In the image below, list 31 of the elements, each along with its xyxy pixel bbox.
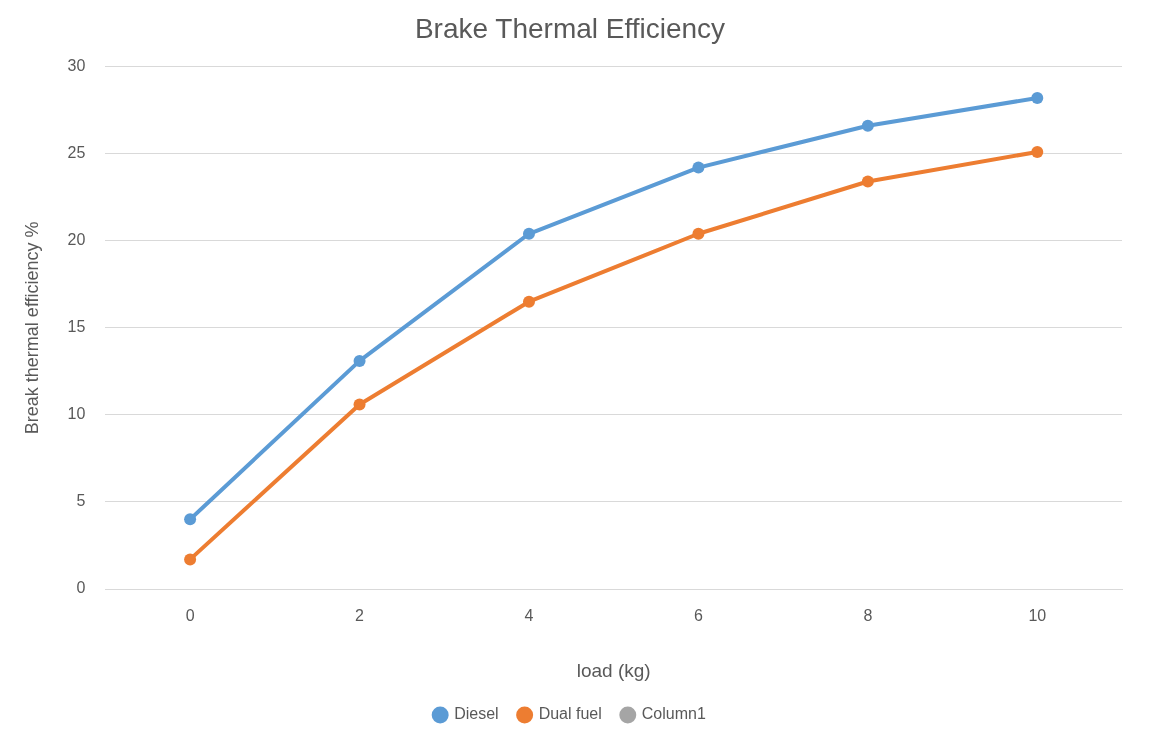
point: [1031, 91, 1044, 104]
point: [184, 513, 197, 526]
legend-label: Diesel: [454, 705, 499, 723]
point: [184, 553, 197, 566]
legend-label: Column1: [641, 705, 706, 723]
point: [861, 175, 874, 188]
y-tick-label: 30: [67, 57, 86, 75]
legend-label: Dual fuel: [538, 705, 602, 723]
point: [353, 398, 366, 411]
x-tick-label: 8: [863, 607, 873, 625]
y-tick-label: 20: [67, 231, 86, 249]
point: [353, 354, 366, 367]
y-tick-label: 25: [67, 144, 86, 162]
x-tick-label: 6: [693, 607, 703, 625]
x-tick-label: 2: [355, 607, 365, 625]
point: [1031, 145, 1044, 158]
y-tick-label: 5: [76, 492, 86, 510]
point: [522, 295, 535, 308]
y-tick-label: 15: [67, 318, 86, 336]
y-tick-label: 10: [67, 405, 86, 423]
point: [692, 227, 705, 240]
point: [861, 119, 874, 132]
point: [522, 227, 535, 240]
x-tick-label: 4: [524, 607, 534, 625]
x-axis-title: load (kg): [576, 659, 651, 681]
point: [692, 161, 705, 174]
y-axis-title: Break thermal efficiency %: [21, 221, 42, 435]
chart-title: Brake Thermal Efficiency: [414, 12, 726, 44]
x-tick-label: 0: [185, 607, 195, 625]
y-tick-label: 0: [76, 579, 86, 597]
x-tick-label: 10: [1028, 607, 1047, 625]
